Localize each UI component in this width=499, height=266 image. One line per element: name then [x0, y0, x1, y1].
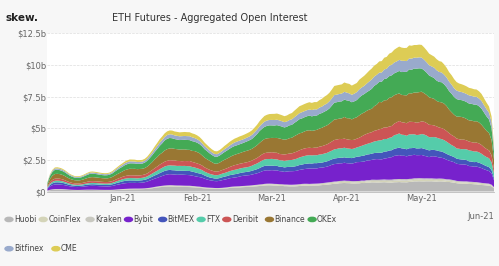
- Text: ETH Futures - Aggregated Open Interest: ETH Futures - Aggregated Open Interest: [112, 13, 307, 23]
- Text: Bybit: Bybit: [134, 215, 153, 224]
- Text: Bitfinex: Bitfinex: [14, 244, 43, 253]
- Text: skew.: skew.: [6, 13, 39, 23]
- Text: CoinFlex: CoinFlex: [48, 215, 81, 224]
- Text: Huobi: Huobi: [14, 215, 36, 224]
- Text: CME: CME: [61, 244, 77, 253]
- Text: FTX: FTX: [206, 215, 220, 224]
- Text: BitMEX: BitMEX: [168, 215, 195, 224]
- Text: Kraken: Kraken: [95, 215, 122, 224]
- Text: OKEx: OKEx: [317, 215, 337, 224]
- Text: Binance: Binance: [274, 215, 305, 224]
- Text: Deribit: Deribit: [232, 215, 258, 224]
- Text: Jun-21: Jun-21: [467, 212, 494, 221]
